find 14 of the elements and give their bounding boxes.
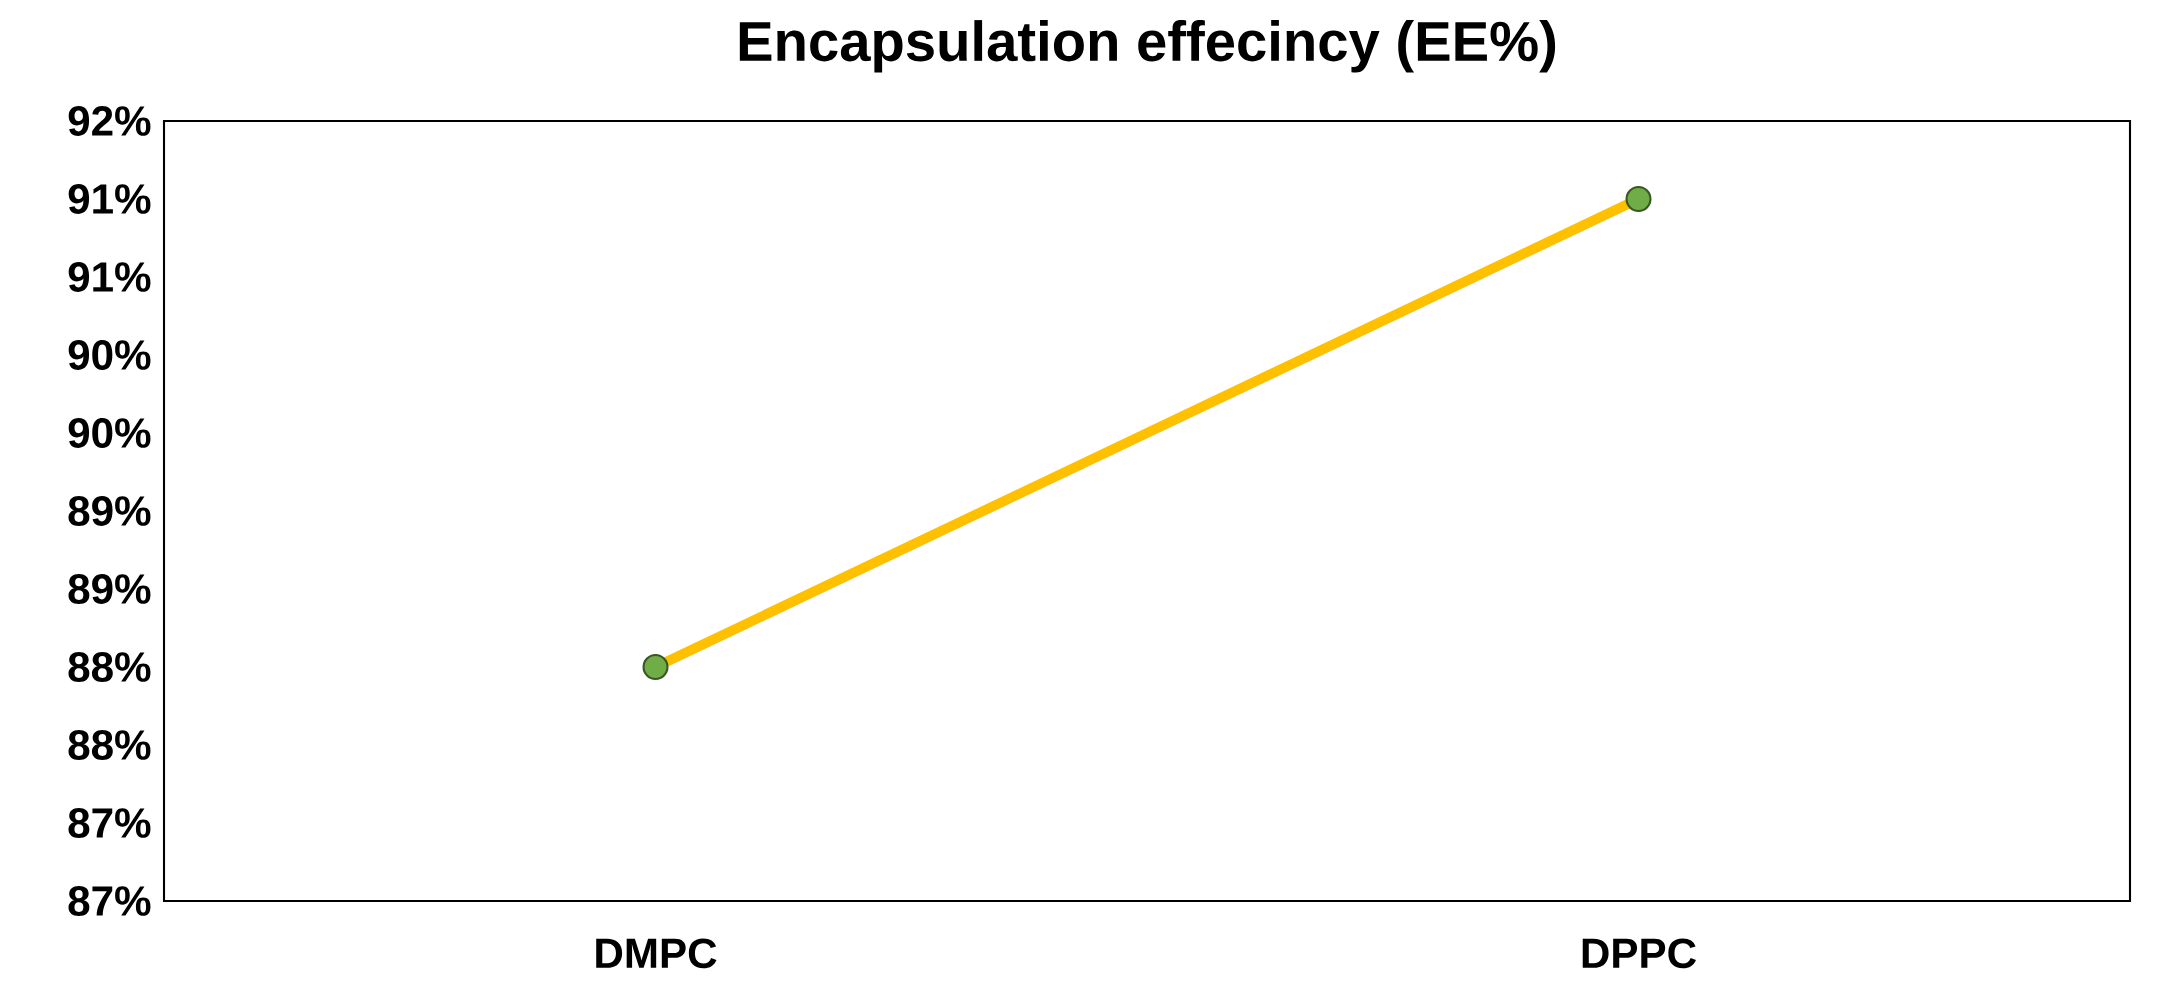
x-tick-label: DMPC [596, 938, 717, 969]
x-tick-label: DPPC [1582, 938, 1696, 969]
y-tick-label: 90% [68, 340, 151, 370]
y-tick-label: 90% [68, 418, 151, 448]
y-tick-label: 92% [68, 106, 151, 136]
y-tick-label: 88% [68, 652, 151, 682]
y-tick-label: 88% [68, 730, 151, 760]
y-tick-label: 87% [68, 808, 151, 838]
y-tick-label: 91% [68, 262, 151, 292]
y-tick-label: 89% [68, 574, 151, 604]
y-tick-label: 87% [68, 886, 151, 916]
y-tick-label: 89% [68, 496, 151, 526]
chart-title: Encapsulation effecincy (EE%) [739, 20, 1556, 73]
y-tick-label: 91% [68, 184, 151, 214]
